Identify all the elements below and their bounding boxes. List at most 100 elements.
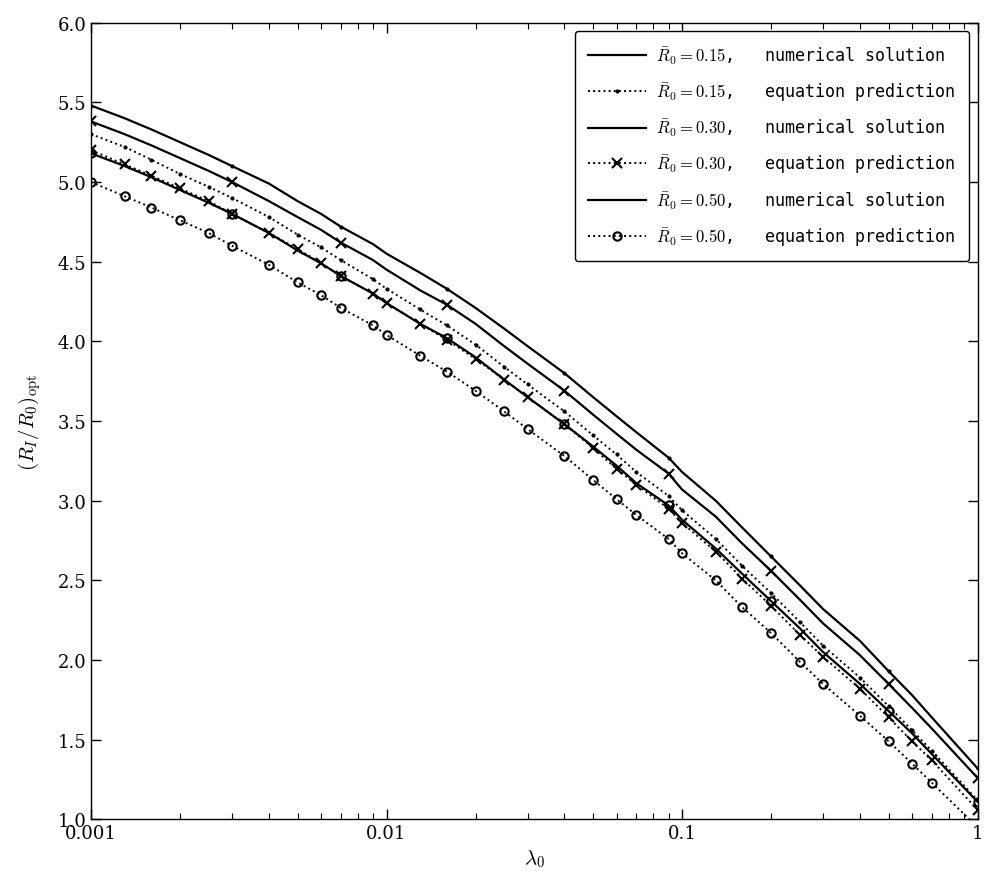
$\bar{R}_0 = 0.15$,   numerical solution <box>630 427 642 438</box>
$\bar{R}_0 = 0.50$,   equation prediction <box>119 191 131 202</box>
$\bar{R}_0 = 0.15$,   numerical solution <box>263 179 275 190</box>
$\bar{R}_0 = 0.30$,   equation prediction <box>883 712 895 723</box>
$\bar{R}_0 = 0.50$,   equation prediction <box>906 758 918 769</box>
$\bar{R}_0 = 0.15$,   numerical solution <box>315 209 327 220</box>
$\bar{R}_0 = 0.30$,   numerical solution <box>85 117 97 128</box>
$\bar{R}_0 = 0.15$,   equation prediction <box>883 701 895 711</box>
$\bar{R}_0 = 0.30$,   numerical solution <box>794 595 806 605</box>
$\bar{R}_0 = 0.30$,   equation prediction <box>203 197 215 207</box>
Line: $\bar{R}_0 = 0.50$,   equation prediction: $\bar{R}_0 = 0.50$, equation prediction <box>87 179 982 832</box>
$\bar{R}_0 = 0.50$,   equation prediction <box>367 321 379 331</box>
$\bar{R}_0 = 0.50$,   numerical solution <box>972 797 984 807</box>
$\bar{R}_0 = 0.30$,   equation prediction <box>817 652 829 663</box>
$\bar{R}_0 = 0.15$,   numerical solution <box>498 324 510 335</box>
$\bar{R}_0 = 0.15$,   equation prediction <box>203 183 215 193</box>
Line: $\bar{R}_0 = 0.50$,   numerical solution: $\bar{R}_0 = 0.50$, numerical solution <box>91 154 978 802</box>
$\bar{R}_0 = 0.15$,   numerical solution <box>174 137 186 148</box>
$\bar{R}_0 = 0.30$,   numerical solution <box>587 410 599 421</box>
$\bar{R}_0 = 0.50$,   numerical solution <box>119 161 131 172</box>
$\bar{R}_0 = 0.15$,   equation prediction <box>119 143 131 153</box>
$\bar{R}_0 = 0.30$,   equation prediction <box>926 755 938 766</box>
$\bar{R}_0 = 0.50$,   equation prediction <box>522 424 534 435</box>
Legend: $\bar{R}_0 = 0.15$,   numerical solution, $\bar{R}_0 = 0.15$,   equation predict: $\bar{R}_0 = 0.15$, numerical solution, … <box>575 32 969 261</box>
$\bar{R}_0 = 0.15$,   equation prediction <box>315 243 327 253</box>
$\bar{R}_0 = 0.15$,   equation prediction <box>854 672 866 683</box>
$\bar{R}_0 = 0.50$,   equation prediction <box>441 367 453 377</box>
$\bar{R}_0 = 0.15$,   numerical solution <box>883 666 895 677</box>
$\bar{R}_0 = 0.50$,   numerical solution <box>174 185 186 196</box>
$\bar{R}_0 = 0.15$,   equation prediction <box>226 193 238 204</box>
$\bar{R}_0 = 0.50$,   numerical solution <box>315 259 327 269</box>
$\bar{R}_0 = 0.50$,   numerical solution <box>145 173 157 183</box>
$\bar{R}_0 = 0.30$,   equation prediction <box>414 319 426 330</box>
$\bar{R}_0 = 0.50$,   equation prediction <box>381 330 393 341</box>
$\bar{R}_0 = 0.30$,   equation prediction <box>226 209 238 220</box>
$\bar{R}_0 = 0.50$,   equation prediction <box>710 575 722 586</box>
$\bar{R}_0 = 0.50$,   numerical solution <box>663 501 675 511</box>
$\bar{R}_0 = 0.15$,   equation prediction <box>663 491 675 501</box>
$\bar{R}_0 = 0.15$,   numerical solution <box>663 453 675 463</box>
$\bar{R}_0 = 0.15$,   equation prediction <box>145 155 157 166</box>
$\bar{R}_0 = 0.15$,   numerical solution <box>470 303 482 314</box>
$\bar{R}_0 = 0.15$,   numerical solution <box>736 523 748 533</box>
$\bar{R}_0 = 0.50$,   equation prediction <box>470 386 482 397</box>
$\bar{R}_0 = 0.30$,   numerical solution <box>611 429 623 439</box>
$\bar{R}_0 = 0.50$,   numerical solution <box>611 461 623 471</box>
$\bar{R}_0 = 0.15$,   equation prediction <box>611 450 623 461</box>
$\bar{R}_0 = 0.30$,   numerical solution <box>226 177 238 188</box>
Line: $\bar{R}_0 = 0.30$,   numerical solution: $\bar{R}_0 = 0.30$, numerical solution <box>91 122 978 778</box>
$\bar{R}_0 = 0.50$,   equation prediction <box>676 548 688 559</box>
$\bar{R}_0 = 0.50$,   numerical solution <box>794 623 806 633</box>
$\bar{R}_0 = 0.50$,   numerical solution <box>676 515 688 525</box>
$\bar{R}_0 = 0.50$,   equation prediction <box>972 822 984 833</box>
$\bar{R}_0 = 0.50$,   numerical solution <box>926 749 938 759</box>
$\bar{R}_0 = 0.15$,   equation prediction <box>630 467 642 478</box>
$\bar{R}_0 = 0.30$,   equation prediction <box>794 630 806 641</box>
$\bar{R}_0 = 0.30$,   numerical solution <box>315 225 327 236</box>
$\bar{R}_0 = 0.30$,   numerical solution <box>174 153 186 164</box>
$\bar{R}_0 = 0.50$,   numerical solution <box>335 271 347 282</box>
$\bar{R}_0 = 0.15$,   numerical solution <box>817 604 829 615</box>
$\bar{R}_0 = 0.50$,   numerical solution <box>381 299 393 309</box>
$\bar{R}_0 = 0.15$,   equation prediction <box>441 321 453 331</box>
$\bar{R}_0 = 0.15$,   numerical solution <box>203 151 215 161</box>
$\bar{R}_0 = 0.50$,   numerical solution <box>470 353 482 363</box>
$\bar{R}_0 = 0.50$,   equation prediction <box>611 494 623 505</box>
$\bar{R}_0 = 0.30$,   equation prediction <box>470 354 482 365</box>
$\bar{R}_0 = 0.30$,   equation prediction <box>367 289 379 299</box>
$\bar{R}_0 = 0.30$,   numerical solution <box>883 679 895 689</box>
$\bar{R}_0 = 0.50$,   equation prediction <box>145 203 157 214</box>
$\bar{R}_0 = 0.30$,   equation prediction <box>174 184 186 195</box>
$\bar{R}_0 = 0.30$,   numerical solution <box>676 485 688 495</box>
$\bar{R}_0 = 0.50$,   numerical solution <box>522 392 534 403</box>
$\bar{R}_0 = 0.50$,   equation prediction <box>335 303 347 314</box>
X-axis label: $\lambda_0$: $\lambda_0$ <box>524 848 545 869</box>
$\bar{R}_0 = 0.15$,   equation prediction <box>926 746 938 757</box>
$\bar{R}_0 = 0.15$,   numerical solution <box>854 636 866 647</box>
$\bar{R}_0 = 0.50$,   equation prediction <box>630 510 642 521</box>
$\bar{R}_0 = 0.30$,   equation prediction <box>587 443 599 454</box>
$\bar{R}_0 = 0.15$,   equation prediction <box>174 169 186 180</box>
$\bar{R}_0 = 0.50$,   numerical solution <box>906 728 918 739</box>
$\bar{R}_0 = 0.15$,   numerical solution <box>292 197 304 207</box>
$\bar{R}_0 = 0.30$,   equation prediction <box>441 335 453 346</box>
Line: $\bar{R}_0 = 0.15$,   numerical solution: $\bar{R}_0 = 0.15$, numerical solution <box>91 106 978 768</box>
$\bar{R}_0 = 0.50$,   numerical solution <box>765 596 777 607</box>
$\bar{R}_0 = 0.30$,   numerical solution <box>765 566 777 577</box>
$\bar{R}_0 = 0.30$,   equation prediction <box>558 419 570 430</box>
$\bar{R}_0 = 0.50$,   equation prediction <box>85 177 97 188</box>
$\bar{R}_0 = 0.50$,   equation prediction <box>587 475 599 486</box>
$\bar{R}_0 = 0.30$,   numerical solution <box>119 129 131 140</box>
$\bar{R}_0 = 0.50$,   equation prediction <box>414 351 426 361</box>
$\bar{R}_0 = 0.50$,   numerical solution <box>736 569 748 579</box>
$\bar{R}_0 = 0.30$,   equation prediction <box>736 574 748 585</box>
$\bar{R}_0 = 0.15$,   equation prediction <box>85 129 97 140</box>
$\bar{R}_0 = 0.15$,   equation prediction <box>263 213 275 223</box>
$\bar{R}_0 = 0.30$,   numerical solution <box>145 141 157 152</box>
$\bar{R}_0 = 0.30$,   equation prediction <box>972 804 984 815</box>
$\bar{R}_0 = 0.50$,   equation prediction <box>292 277 304 288</box>
$\bar{R}_0 = 0.15$,   numerical solution <box>85 101 97 112</box>
$\bar{R}_0 = 0.30$,   numerical solution <box>558 386 570 397</box>
$\bar{R}_0 = 0.30$,   equation prediction <box>263 229 275 239</box>
$\bar{R}_0 = 0.50$,   numerical solution <box>630 478 642 489</box>
